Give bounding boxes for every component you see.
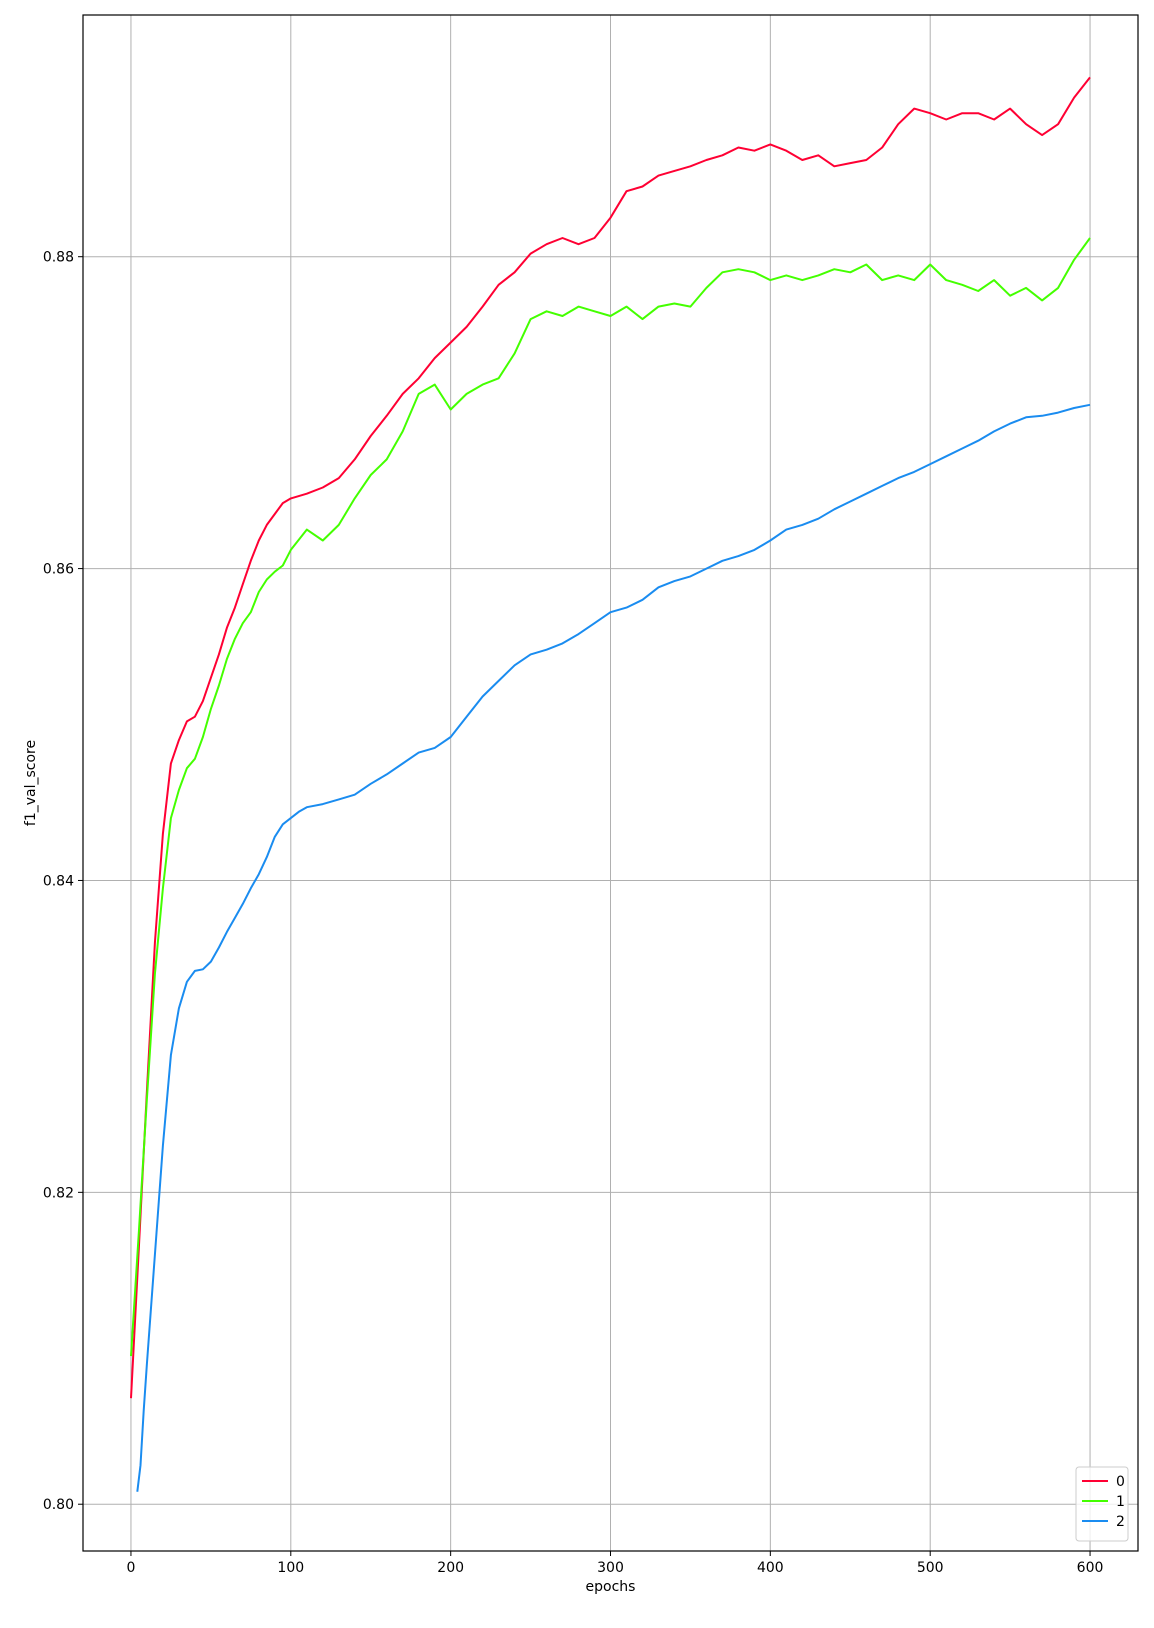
x-tick-label: 200 <box>437 1560 464 1576</box>
y-tick-label: 0.88 <box>43 250 74 266</box>
x-tick-label: 600 <box>1077 1560 1104 1576</box>
grid <box>83 15 1138 1551</box>
series-line-1 <box>130 237 1091 1357</box>
series-line-0 <box>130 76 1091 1399</box>
series-line-2 <box>136 403 1091 1492</box>
legend: 0 1 2 <box>1075 1466 1129 1542</box>
series-layer <box>130 76 1091 1492</box>
y-tick-label: 0.84 <box>43 873 74 889</box>
legend-label-1: 1 <box>1116 1494 1125 1510</box>
x-tick-label: 500 <box>917 1560 944 1576</box>
x-tick-label: 300 <box>597 1560 624 1576</box>
x-tick-label: 400 <box>757 1560 784 1576</box>
x-axis-label: epochs <box>586 1579 636 1595</box>
legend-box <box>1075 1466 1129 1542</box>
y-tick-label: 0.86 <box>43 562 74 578</box>
x-tick-label: 0 <box>126 1560 135 1576</box>
axis-ticks: 0 100 200 300 400 500 600 0.80 0.82 0.84 0.86 0.88 <box>43 250 1104 1576</box>
y-tick-label: 0.82 <box>43 1185 74 1201</box>
legend-label-0: 0 <box>1116 1474 1125 1490</box>
y-axis-label: f1_val_score <box>23 740 39 826</box>
x-tick-label: 100 <box>277 1560 304 1576</box>
legend-label-2: 2 <box>1116 1514 1125 1530</box>
y-tick-label: 0.80 <box>43 1497 74 1513</box>
